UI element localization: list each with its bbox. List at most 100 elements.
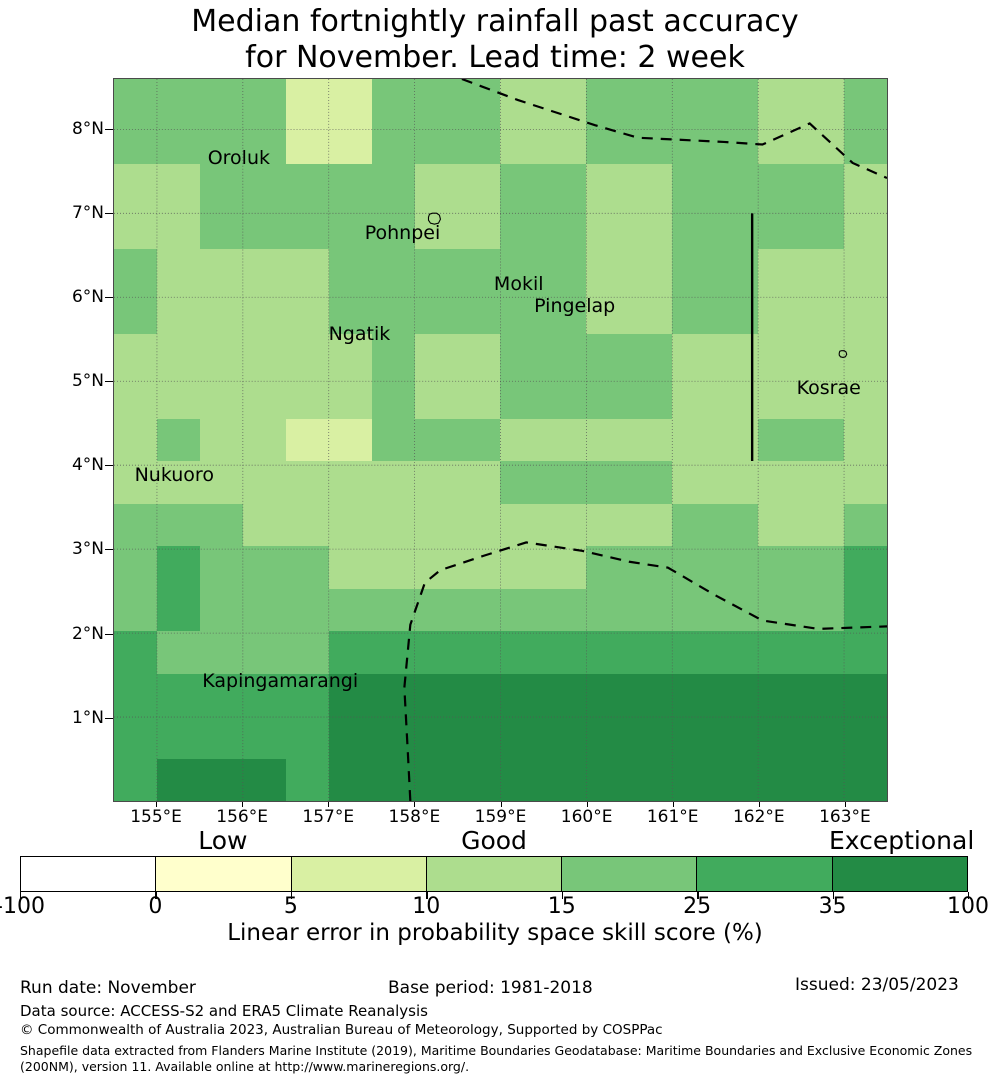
heatmap-cell: [371, 418, 415, 462]
latitude-tick-label: 4°N: [71, 455, 104, 476]
latitude-tick-mark: [105, 633, 113, 635]
heatmap-cell: [242, 206, 286, 249]
heatmap-cell: [242, 79, 286, 122]
heatmap-cell: [156, 503, 200, 547]
heatmap-cell: [715, 248, 759, 292]
heatmap-cell: [156, 588, 200, 632]
heatmap-cell: [758, 79, 802, 122]
heatmap-cell: [672, 333, 716, 377]
heatmap-cell: [586, 79, 630, 122]
heatmap-cell: [715, 716, 759, 759]
heatmap-cell: [114, 546, 157, 589]
heatmap-cell: [629, 163, 673, 207]
heatmap-cell: [285, 333, 329, 377]
heatmap-cell: [328, 461, 372, 504]
heatmap-cell: [801, 248, 845, 292]
heatmap-cell: [156, 291, 200, 334]
heatmap-cell: [801, 503, 845, 547]
heatmap-cell: [285, 248, 329, 292]
heatmap-cell: [844, 461, 887, 504]
heatmap-cell: [199, 546, 243, 589]
heatmap-cell: [586, 206, 630, 249]
heatmap-cell: [242, 333, 286, 377]
heatmap-cell: [500, 79, 544, 122]
heatmap-cell: [801, 376, 845, 419]
heatmap-cell: [758, 588, 802, 632]
longitude-tick-mark: [414, 802, 416, 807]
heatmap-cell: [114, 716, 157, 759]
heatmap-cell: [586, 376, 630, 419]
heatmap-cell: [371, 163, 415, 207]
longitude-tick-label: 159°E: [474, 807, 527, 827]
heatmap-cell: [242, 758, 286, 801]
heatmap-cell: [500, 546, 544, 589]
heatmap-cell: [371, 79, 415, 122]
heatmap-cell: [758, 546, 802, 589]
heatmap-cell: [586, 503, 630, 547]
heatmap-cell: [801, 461, 845, 504]
heatmap-cell: [629, 503, 673, 547]
heatmap-cell: [758, 418, 802, 462]
longitude-tick-mark: [156, 802, 158, 807]
heatmap-cell: [285, 758, 329, 801]
longitude-tick-label: 161°E: [646, 807, 699, 827]
heatmap-cell: [371, 248, 415, 292]
heatmap-cell: [586, 546, 630, 589]
heatmap-cell: [328, 758, 372, 801]
heatmap-cell: [543, 631, 587, 674]
heatmap-cell: [371, 631, 415, 674]
heatmap-cell: [715, 631, 759, 674]
heatmap-cell: [543, 758, 587, 801]
heatmap-cell: [328, 376, 372, 419]
heatmap-cell: [629, 79, 673, 122]
heatmap-cell: [629, 673, 673, 717]
heatmap-cell: [586, 588, 630, 632]
heatmap-cell: [371, 333, 415, 377]
heatmap-cell: [156, 418, 200, 462]
heatmap-cell: [114, 291, 157, 334]
heatmap-cell: [328, 248, 372, 292]
colorbar-tick-mark: [426, 892, 428, 899]
heatmap-cell: [285, 376, 329, 419]
heatmap-cell: [672, 503, 716, 547]
latitude-tick-mark: [105, 717, 113, 719]
colorbar-tick-mark: [968, 892, 970, 899]
heatmap-cell: [285, 418, 329, 462]
heatmap-cell: [457, 376, 501, 419]
heatmap-cell: [715, 418, 759, 462]
heatmap-cell: [543, 291, 587, 334]
heatmap-cell: [543, 546, 587, 589]
heatmap-cell: [586, 248, 630, 292]
heatmap-cell: [801, 758, 845, 801]
heatmap-cell: [543, 376, 587, 419]
heatmap-cell: [414, 333, 458, 377]
heatmap-cell: [629, 716, 673, 759]
heatmap-cell: [500, 503, 544, 547]
heatmap-cell: [758, 121, 802, 164]
heatmap-cell: [114, 503, 157, 547]
colorbar-category-good: Good: [461, 826, 527, 855]
longitude-tick-label: 157°E: [302, 807, 355, 827]
heatmap-cell: [629, 206, 673, 249]
colorbar: [20, 856, 968, 892]
colorbar-tick-mark: [561, 892, 564, 899]
longitude-tick-mark: [242, 802, 244, 807]
heatmap-cell: [114, 588, 157, 632]
heatmap-cell: [285, 79, 329, 122]
heatmap-cell: [844, 376, 887, 419]
heatmap-cell: [586, 461, 630, 504]
map-plot-area: Oroluk Pohnpei Ngatik Mokil Pingelap Kosrae Nu…: [113, 78, 888, 802]
heatmap-cell: [758, 716, 802, 759]
heatmap-cell: [629, 631, 673, 674]
heatmap-cell: [457, 291, 501, 334]
longitude-tick-mark: [586, 802, 588, 807]
longitude-tick-mark: [500, 802, 502, 807]
heatmap-cell: [114, 248, 157, 292]
heatmap-cell: [114, 758, 157, 801]
latitude-tick-mark: [105, 212, 113, 214]
heatmap-cell: [371, 206, 415, 249]
heatmap-cell: [199, 461, 243, 504]
colorbar-segment: [290, 857, 426, 891]
heatmap-cell: [500, 291, 544, 334]
heatmap-cell: [285, 163, 329, 207]
